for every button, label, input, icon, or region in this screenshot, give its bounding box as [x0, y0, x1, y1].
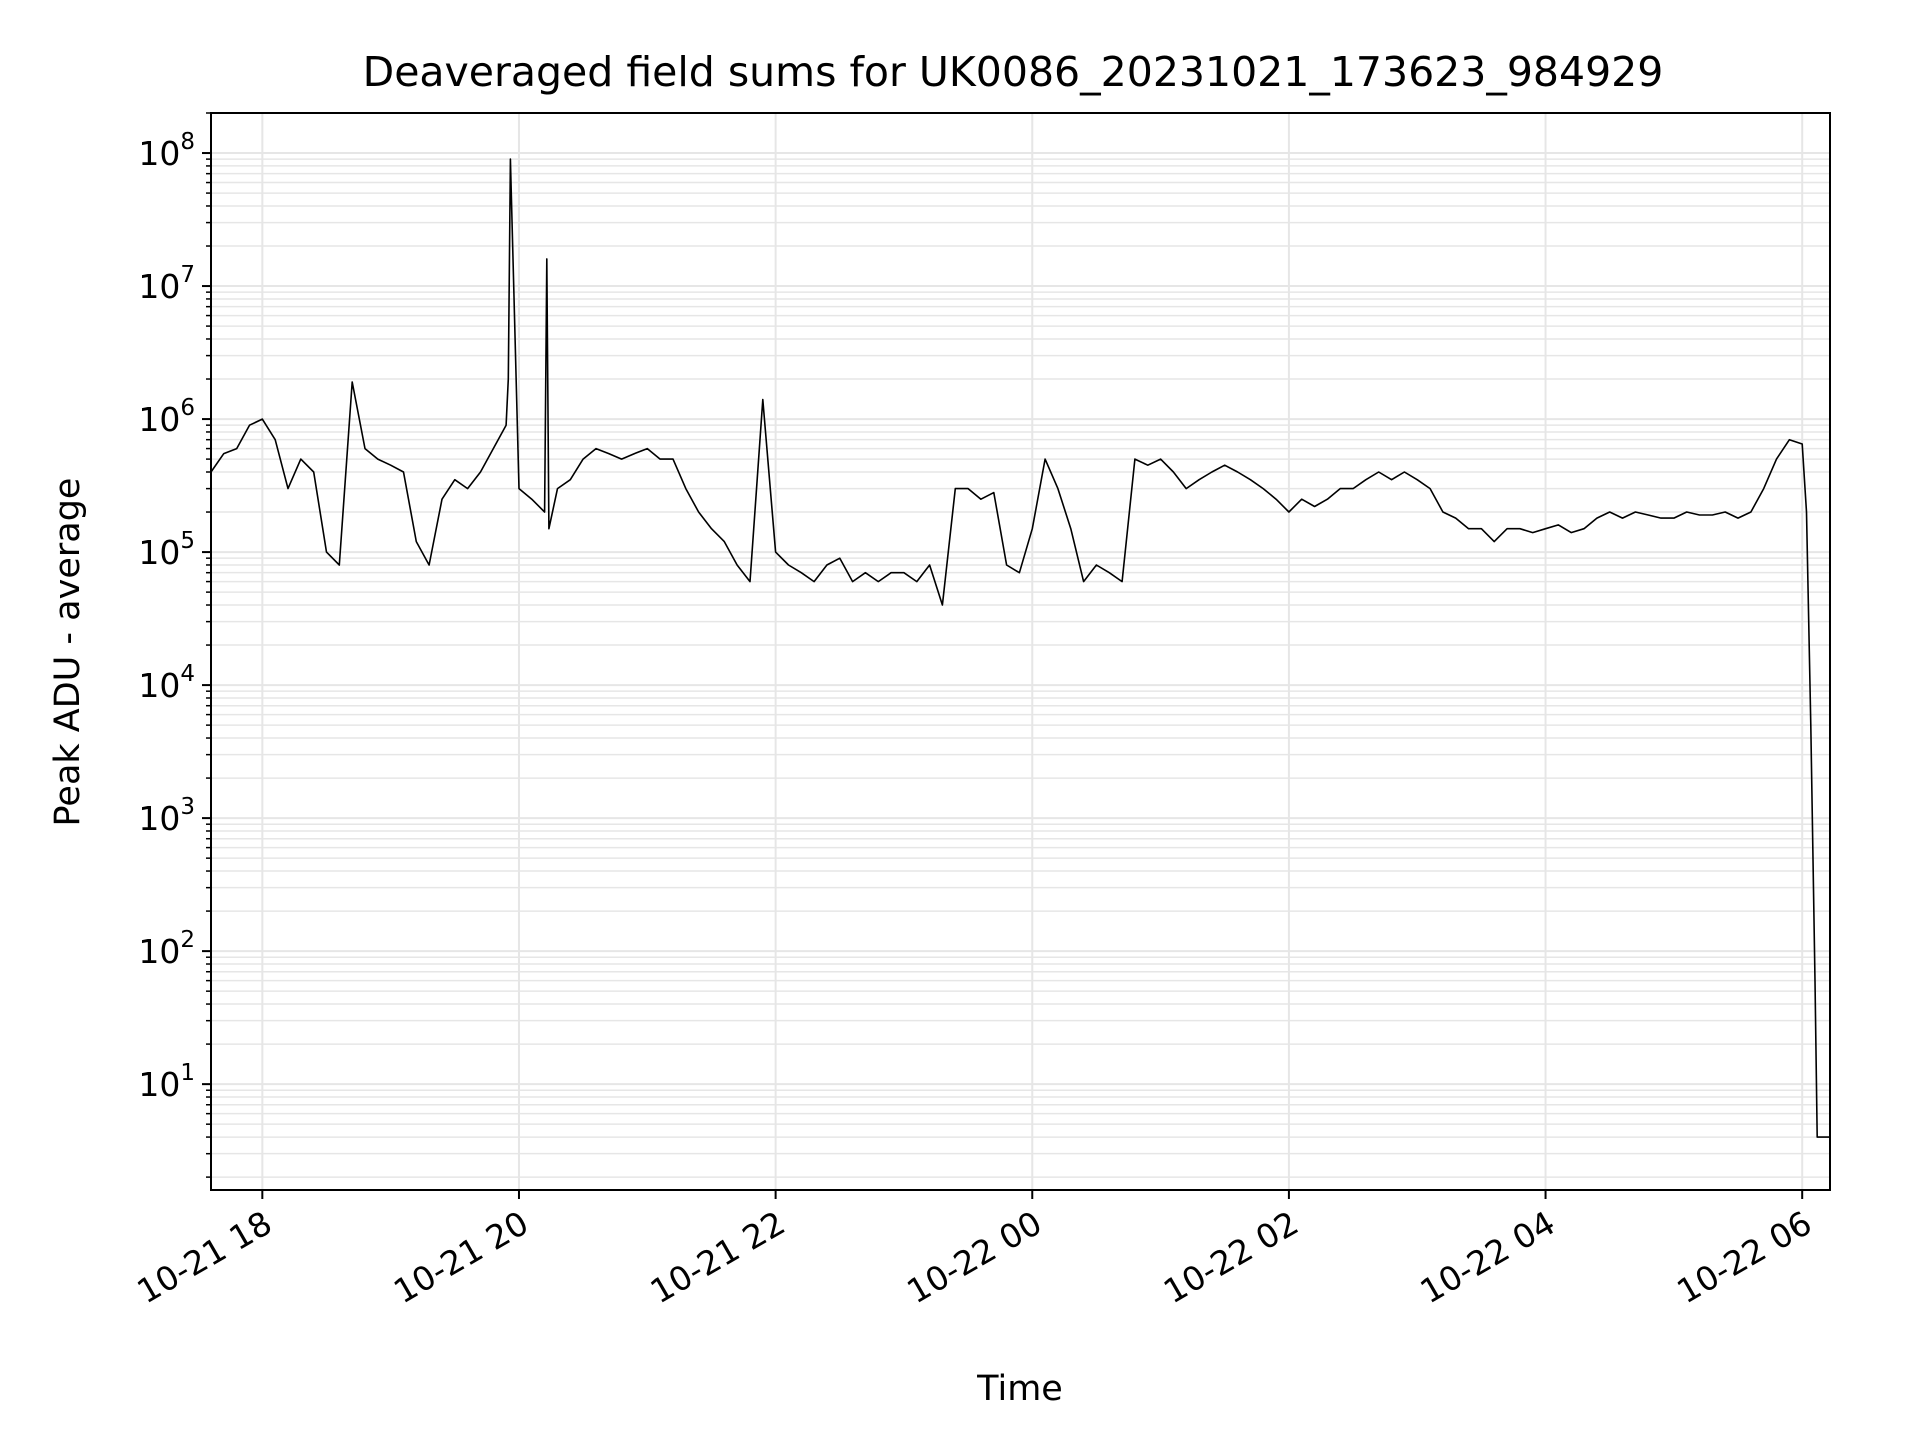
y-tick-base: 10 [138, 400, 180, 439]
y-tick-label: 108 [138, 129, 195, 173]
x-axis-label: Time [976, 1369, 1063, 1409]
y-tick-exponent: 6 [180, 395, 195, 421]
y-tick-base: 10 [138, 932, 180, 971]
y-tick-base: 10 [138, 134, 180, 173]
y-tick-exponent: 3 [180, 794, 195, 820]
y-tick-base: 10 [138, 799, 180, 838]
y-tick-label: 102 [138, 927, 195, 971]
grid-lines [211, 112, 1830, 1190]
series-layer [210, 158, 1830, 1138]
y-tick-exponent: 4 [180, 661, 195, 687]
y-tick-label: 106 [138, 395, 195, 439]
y-axis-label: Peak ADU - average [48, 478, 88, 827]
y-tick-base: 10 [138, 666, 180, 705]
y-tick-label: 103 [138, 794, 195, 838]
y-tick-exponent: 2 [180, 927, 195, 953]
y-tick-exponent: 5 [180, 528, 195, 554]
y-tick-exponent: 8 [180, 129, 195, 155]
y-tick-base: 10 [138, 1065, 180, 1104]
y-tick-exponent: 7 [180, 262, 195, 288]
plot-frame [210, 112, 1831, 1191]
chart-title: Deaveraged field sums for UK0086_2023102… [363, 48, 1664, 96]
series-line [210, 158, 1830, 1138]
y-tick-label: 107 [138, 262, 195, 306]
y-tick-exponent: 1 [180, 1060, 195, 1086]
y-tick-base: 10 [138, 267, 180, 306]
y-tick-label: 101 [138, 1060, 195, 1104]
y-tick-label: 104 [138, 661, 195, 705]
y-tick-label: 105 [138, 528, 195, 572]
y-tick-base: 10 [138, 533, 180, 572]
